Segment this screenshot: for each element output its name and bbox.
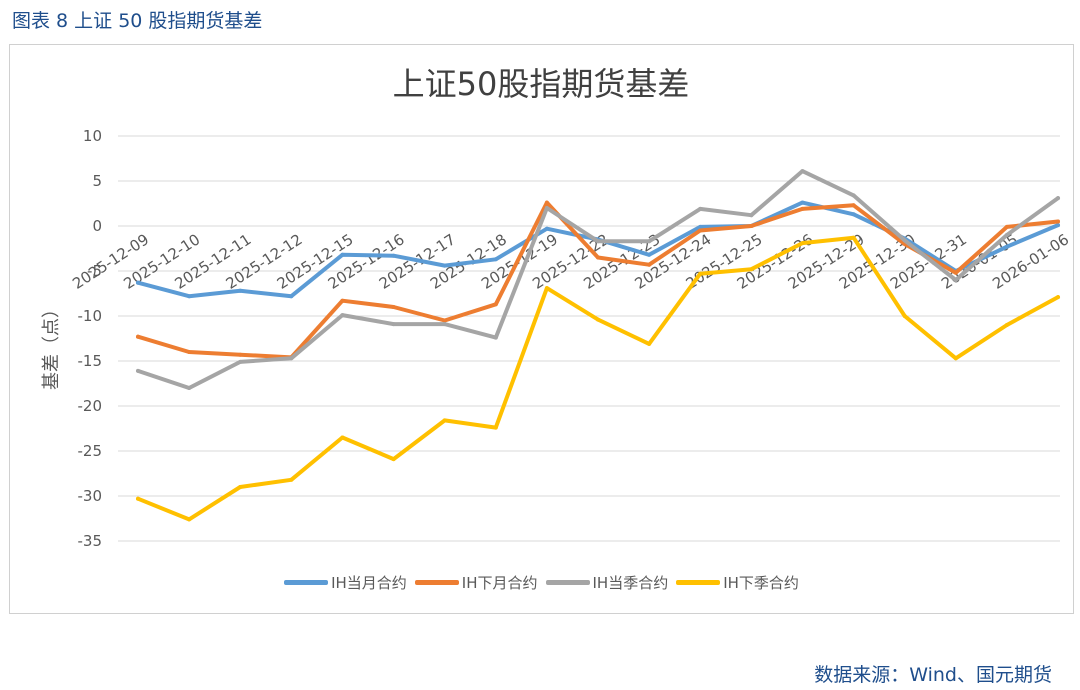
y-tick-label: -5 (87, 262, 102, 280)
data-point (749, 267, 754, 272)
data-point (391, 305, 396, 309)
data-point (698, 206, 703, 211)
legend-swatch (676, 580, 721, 585)
legend-swatch (545, 580, 590, 585)
legend-item: IH下季合约 (676, 572, 799, 593)
data-point (851, 235, 856, 240)
data-point (340, 435, 345, 440)
y-tick-label: -10 (78, 307, 103, 325)
y-tick-label: -30 (78, 487, 103, 505)
legend-item: IH当月合约 (284, 572, 407, 593)
data-point (187, 517, 192, 522)
data-point (1056, 219, 1060, 224)
data-point (544, 286, 549, 291)
data-point (493, 302, 498, 307)
data-point (136, 280, 140, 285)
y-tick-label: -35 (78, 532, 103, 550)
figure-caption: 图表 8 上证 50 股指期货基差 (12, 10, 263, 32)
data-point (698, 271, 703, 276)
chart-legend: IH当月合约 IH下月合约 IH当季合约 IH下季合约 (10, 571, 1073, 593)
data-point (238, 352, 243, 357)
y-tick-label: -25 (78, 442, 103, 460)
data-point (800, 241, 805, 246)
legend-label: IH当季合约 (592, 574, 669, 592)
data-point (698, 224, 703, 229)
data-point (493, 257, 498, 262)
data-point (800, 206, 805, 211)
data-point (493, 425, 498, 430)
data-point (851, 203, 856, 208)
data-point (647, 239, 652, 244)
chart-title: 上证50股指期货基差 (393, 65, 690, 103)
legend-label: IH当月合约 (331, 574, 407, 592)
data-point (596, 255, 600, 260)
data-point (442, 263, 447, 268)
legend-swatch (414, 580, 459, 585)
data-point (289, 294, 294, 299)
data-point (1056, 295, 1060, 300)
data-point (136, 368, 140, 373)
data-point (544, 200, 549, 205)
y-tick-label: -15 (78, 352, 103, 370)
data-point (391, 253, 396, 258)
data-point (1056, 223, 1060, 228)
data-point (442, 418, 447, 423)
data-point (187, 350, 192, 354)
data-point (493, 335, 498, 340)
data-point (442, 318, 447, 323)
data-point (1056, 196, 1060, 201)
data-point (238, 288, 243, 293)
data-point (289, 477, 294, 482)
chart-container: 上证50股指期货基差 10 5 0 -5 -10 -15 -20 -25 -30 -35 基差（点） 2… (9, 44, 1074, 614)
data-point (851, 212, 856, 217)
y-tick-label: 10 (83, 127, 102, 145)
data-point (340, 313, 345, 318)
data-point (1004, 233, 1009, 237)
data-point (187, 386, 192, 390)
data-point (1004, 224, 1009, 229)
data-point (544, 226, 549, 231)
data-point (238, 359, 243, 364)
data-point (442, 322, 447, 327)
data-point (1004, 323, 1009, 327)
data-point (136, 496, 140, 501)
data-point (953, 278, 958, 282)
legend-item: IH当季合约 (545, 572, 669, 593)
data-point (391, 457, 396, 462)
data-point (902, 238, 907, 243)
data-point (749, 224, 754, 228)
data-point (953, 356, 958, 361)
legend-label: IH下月合约 (461, 574, 538, 592)
data-point (391, 322, 396, 327)
data-point (647, 252, 652, 257)
data-point (749, 213, 754, 218)
data-point (698, 228, 703, 233)
data-point (289, 356, 294, 361)
data-point (136, 334, 140, 339)
line-chart: 上证50股指期货基差1050-5-10-15-20-25-30-35基差（点）2… (41, 65, 1072, 550)
legend-item: IH下月合约 (414, 572, 538, 593)
data-point (596, 239, 600, 244)
y-tick-label: 0 (92, 217, 102, 235)
data-point (902, 314, 907, 318)
data-point (800, 169, 805, 174)
data-point (596, 317, 600, 322)
data-point (953, 270, 958, 275)
data-point (647, 262, 652, 267)
data-point (1004, 244, 1009, 249)
source-note: 数据来源：Wind、国元期货 (814, 664, 1052, 686)
data-point (647, 341, 652, 346)
legend-label: IH下季合约 (723, 574, 799, 592)
legend-swatch (284, 580, 329, 585)
data-point (340, 298, 345, 303)
data-point (238, 485, 243, 489)
y-tick-label: -20 (78, 397, 103, 415)
data-point (851, 193, 856, 198)
y-axis-label: 基差（点） (41, 300, 62, 390)
data-point (544, 206, 549, 210)
y-tick-label: 5 (92, 172, 102, 190)
data-point (187, 294, 192, 299)
data-point (340, 252, 345, 257)
data-point (800, 200, 805, 205)
